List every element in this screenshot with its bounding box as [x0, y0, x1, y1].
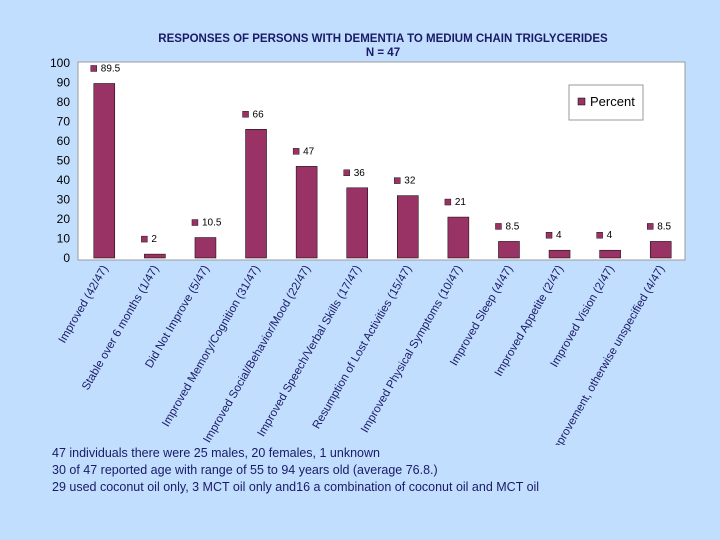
- data-label-marker: [90, 65, 97, 72]
- note-line: 47 individuals there were 25 males, 20 f…: [52, 446, 380, 460]
- data-label: 8.5: [657, 221, 671, 232]
- data-label-marker: [242, 111, 249, 118]
- bar: [346, 187, 368, 259]
- y-tick-label: 60: [57, 134, 71, 148]
- bar: [649, 241, 672, 259]
- bar: [194, 237, 217, 259]
- data-label: 8.5: [505, 221, 519, 232]
- bars: 89.5 2 10.5 66 47 36 32 21 8.5 4 4 8.5: [90, 63, 672, 259]
- y-tick-label: 30: [57, 193, 71, 207]
- y-tick-label: 100: [50, 56, 70, 70]
- data-label-marker: [394, 177, 401, 184]
- data-label: 4: [556, 230, 562, 241]
- bar: [93, 83, 116, 259]
- data-label: 89.5: [101, 63, 121, 74]
- bar: [447, 216, 470, 259]
- notes: 47 individuals there were 25 males, 20 f…: [52, 445, 539, 496]
- note-line: 30 of 47 reported age with range of 55 t…: [52, 463, 438, 477]
- data-label-marker: [343, 169, 350, 177]
- data-label: 4: [607, 230, 613, 241]
- data-label: 10.5: [202, 218, 222, 229]
- data-label: 66: [253, 109, 265, 120]
- category-label: Improved Speech/Verbal Skills (17/47): [256, 263, 364, 439]
- y-tick-label: 50: [57, 154, 71, 168]
- data-label: 21: [455, 197, 467, 208]
- category-label: Improved Physical Symptoms (10/47): [359, 263, 465, 435]
- bar: [397, 195, 419, 259]
- note-line: 29 used coconut oil only, 3 MCT oil only…: [52, 480, 540, 494]
- y-axis: 0 10 20 30 40 50 60 70 80 90 100: [50, 56, 70, 265]
- legend-label: Percent: [590, 94, 635, 109]
- data-label-marker: [191, 219, 199, 226]
- data-label: 36: [354, 168, 366, 179]
- data-label-marker: [647, 223, 654, 230]
- bar: [498, 241, 520, 259]
- bar: [245, 129, 267, 259]
- y-tick-label: 20: [57, 212, 71, 226]
- data-label-marker: [444, 198, 452, 206]
- bar: [548, 249, 571, 259]
- y-tick-label: 90: [57, 76, 71, 90]
- data-label: 2: [151, 234, 157, 245]
- y-tick-label: 10: [57, 232, 71, 246]
- chart: RESPONSES OF PERSONS WITH DEMENTIA TO ME…: [50, 33, 686, 445]
- data-label-marker: [495, 223, 502, 230]
- y-tick-label: 70: [57, 115, 71, 129]
- chart-subtitle: N = 47: [366, 47, 400, 59]
- chart-title: RESPONSES OF PERSONS WITH DEMENTIA TO ME…: [158, 33, 608, 45]
- bar: [144, 253, 166, 259]
- data-label: 32: [404, 176, 416, 187]
- category-label: Improved (42/47): [57, 263, 111, 345]
- category-label: Improved Social/Behavior/Mood (22/47): [202, 263, 314, 445]
- legend: Percent: [568, 84, 644, 121]
- bar: [599, 249, 621, 259]
- data-label-marker: [596, 231, 603, 239]
- bar: [295, 166, 318, 259]
- y-tick-label: 80: [57, 95, 71, 109]
- data-label-marker: [292, 148, 300, 155]
- category-label: Improved Memory/Cognition (31/47): [160, 263, 263, 429]
- y-tick-label: 40: [57, 173, 71, 187]
- y-tick-label: 0: [63, 251, 70, 265]
- category-label: Resumption of Lost Activities (15/47): [311, 263, 415, 431]
- legend-swatch: [577, 97, 586, 106]
- category-labels: Improved (42/47)Stable over 6 months (1/…: [57, 263, 668, 445]
- data-label: 47: [303, 146, 315, 157]
- data-label-marker: [545, 231, 553, 239]
- data-label-marker: [141, 235, 148, 243]
